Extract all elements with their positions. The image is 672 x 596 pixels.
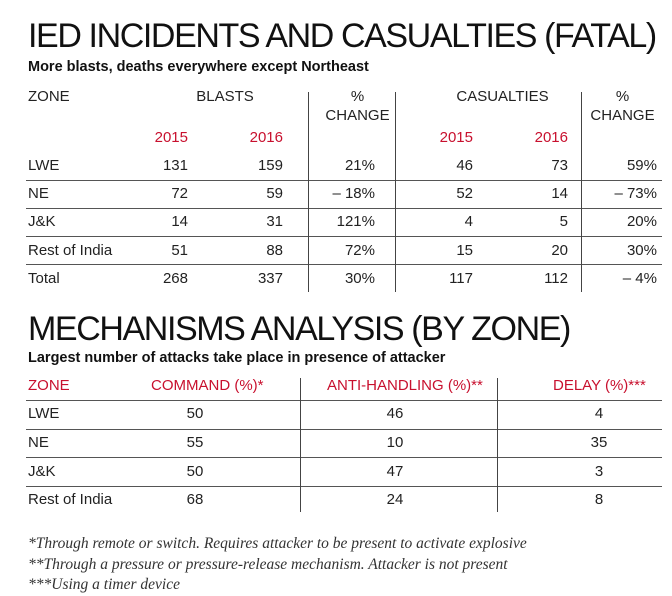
- table2-row-delay: 4: [594, 405, 604, 422]
- table1-row-casualties-2015: 46: [456, 157, 473, 174]
- table1-row-casualties-2016: 5: [559, 213, 568, 230]
- table2-row-divider: [26, 486, 662, 487]
- table2-row-anti-handling: 46: [386, 405, 404, 422]
- table2-row-zone: NE: [28, 434, 49, 451]
- table2-title: MECHANISMS ANALYSIS (BY ZONE): [28, 310, 571, 348]
- table1-row-divider: [26, 180, 662, 181]
- table2-row-anti-handling: 47: [386, 463, 404, 480]
- table2-row-zone: J&K: [28, 463, 56, 480]
- table2-header-zone: ZONE: [28, 377, 70, 394]
- table1-header-pct2-line1: %: [615, 88, 630, 105]
- table1-header-pct2-line2: CHANGE: [590, 107, 655, 124]
- table1-row-blasts-2016: 59: [266, 185, 283, 202]
- table2-row-zone: Rest of India: [28, 491, 113, 508]
- footnote-command: *Through remote or switch. Requires atta…: [28, 535, 527, 552]
- table1-row-zone: J&K: [28, 213, 56, 230]
- table1-row-zone: Total: [28, 270, 60, 287]
- table2-row-command: 55: [186, 434, 204, 451]
- table1-row-blasts-2016: 159: [257, 157, 283, 174]
- table1-row-zone: NE: [28, 185, 49, 202]
- table2-row-divider: [26, 400, 662, 401]
- table1-row-blasts-2016: 31: [266, 213, 283, 230]
- table1-row-casualties-2016: 73: [551, 157, 568, 174]
- table1-row-casualties-2016: 14: [551, 185, 568, 202]
- table1-header-zone: ZONE: [28, 88, 70, 105]
- table1-row-blasts-change: 21%: [344, 157, 375, 174]
- table1-row-blasts-2015: 72: [171, 185, 188, 202]
- table1-row-zone: LWE: [28, 157, 60, 174]
- table1-row-blasts-2015: 14: [171, 213, 188, 230]
- table1-column-divider: [308, 92, 309, 292]
- table1-title: IED INCIDENTS AND CASUALTIES (FATAL): [28, 17, 657, 55]
- table1-row-blasts-2015: 268: [162, 270, 188, 287]
- table1-header-casualties: CASUALTIES: [456, 88, 549, 105]
- table1-row-divider: [26, 208, 662, 209]
- table1-row-blasts-change: – 18%: [332, 185, 375, 202]
- table1-header-pct1-line2: CHANGE: [325, 107, 390, 124]
- table2-row-delay: 35: [590, 434, 608, 451]
- table2-row-zone: LWE: [28, 405, 60, 422]
- table1-row-blasts-change: 30%: [344, 270, 375, 287]
- table2-row-command: 68: [186, 491, 204, 508]
- table2-column-divider: [497, 378, 498, 512]
- table1-row-zone: Rest of India: [28, 242, 113, 259]
- table2-row-delay: 8: [594, 491, 604, 508]
- table1-year-2016-casualties: 2016: [534, 129, 568, 146]
- table2-row-command: 50: [186, 405, 204, 422]
- table1-row-casualties-2015: 4: [464, 213, 473, 230]
- table1-row-divider: [26, 264, 662, 265]
- table1-row-casualties-2016: 112: [544, 270, 568, 287]
- table1-row-divider: [26, 236, 662, 237]
- table2-row-command: 50: [186, 463, 204, 480]
- table2-row-divider: [26, 457, 662, 458]
- table2-header-delay: DELAY (%)***: [553, 377, 646, 394]
- table2-column-divider: [300, 378, 301, 512]
- table1-column-divider: [581, 92, 582, 292]
- table1-row-blasts-2016: 337: [257, 270, 283, 287]
- table2-subtitle: Largest number of attacks take place in …: [28, 350, 446, 366]
- table1-row-casualties-change: 20%: [626, 213, 657, 230]
- table1-year-2015-casualties: 2015: [439, 129, 473, 146]
- table1-header-blasts: BLASTS: [196, 88, 254, 105]
- table2-header-anti-handling: ANTI-HANDLING (%)**: [327, 377, 483, 394]
- table1-year-2015-blasts: 2015: [154, 129, 188, 146]
- table1-row-casualties-2015: 15: [456, 242, 473, 259]
- table1-row-blasts-2015: 51: [171, 242, 188, 259]
- table1-row-blasts-change: 121%: [336, 213, 375, 230]
- table1-year-2016-blasts: 2016: [249, 129, 283, 146]
- table1-row-blasts-2016: 88: [266, 242, 283, 259]
- table2-row-anti-handling: 24: [386, 491, 404, 508]
- table1-row-casualties-change: 30%: [626, 242, 657, 259]
- table1-row-casualties-2016: 20: [551, 242, 568, 259]
- footnote-anti-handling: **Through a pressure or pressure-release…: [28, 556, 508, 573]
- table1-row-casualties-change: – 4%: [622, 270, 657, 287]
- table2-row-delay: 3: [594, 463, 604, 480]
- table1-row-casualties-change: 59%: [626, 157, 657, 174]
- table2-header-command: COMMAND (%)*: [151, 377, 264, 394]
- table1-subtitle: More blasts, deaths everywhere except No…: [28, 59, 369, 75]
- table1-row-blasts-2015: 131: [162, 157, 188, 174]
- table1-column-divider: [395, 92, 396, 292]
- footnote-delay: ***Using a timer device: [28, 576, 180, 593]
- table1-row-casualties-2015: 117: [449, 270, 473, 287]
- table2-row-anti-handling: 10: [386, 434, 404, 451]
- table1-row-casualties-change: – 73%: [614, 185, 657, 202]
- table2-row-divider: [26, 429, 662, 430]
- table1-row-blasts-change: 72%: [344, 242, 375, 259]
- table1-row-casualties-2015: 52: [456, 185, 473, 202]
- table1-header-pct1-line1: %: [350, 88, 365, 105]
